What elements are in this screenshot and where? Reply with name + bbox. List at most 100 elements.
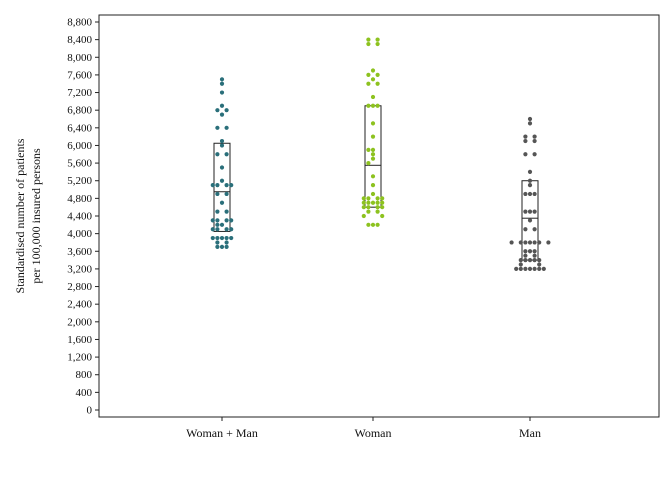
data-point <box>219 222 225 227</box>
data-point <box>215 240 220 245</box>
data-point <box>375 205 380 210</box>
data-point <box>523 257 528 263</box>
data-point <box>224 209 229 214</box>
data-point <box>366 81 371 86</box>
data-point <box>523 152 528 157</box>
data-point <box>229 218 234 223</box>
data-point <box>366 147 371 152</box>
data-point <box>523 266 528 272</box>
y-tick-label: 2,000 <box>67 316 92 328</box>
data-point <box>532 209 537 214</box>
data-point <box>541 266 546 272</box>
y-tick-label: 0 <box>87 405 93 417</box>
data-point <box>224 183 229 188</box>
data-point <box>361 200 366 205</box>
data-point <box>523 191 528 197</box>
data-point <box>375 209 380 214</box>
y-tick-label: 8,800 <box>67 17 92 29</box>
data-point <box>532 138 537 144</box>
data-point <box>370 191 376 197</box>
y-tick-label: 7,600 <box>67 69 92 81</box>
box-layer <box>213 105 539 261</box>
y-tick-label: 800 <box>76 369 93 381</box>
data-point <box>361 196 366 201</box>
data-point <box>518 262 523 267</box>
data-point <box>380 213 385 219</box>
data-point <box>366 41 371 47</box>
data-point <box>215 209 220 214</box>
data-point <box>224 227 229 232</box>
data-point <box>523 209 528 214</box>
y-tick-label: 3,600 <box>67 246 92 258</box>
y-axis-title-line-2: per 100,000 insured persons <box>29 148 43 284</box>
data-point <box>219 143 225 148</box>
data-point <box>215 183 220 188</box>
data-point <box>532 253 537 258</box>
data-point <box>215 152 220 157</box>
data-point <box>219 244 225 249</box>
data-point <box>370 174 376 179</box>
data-point <box>224 152 229 157</box>
y-tick-label: 6,400 <box>67 122 92 134</box>
data-point <box>509 240 514 245</box>
data-point <box>527 121 533 126</box>
data-point <box>224 191 229 197</box>
x-category-label: Woman + Man <box>186 426 258 440</box>
data-point <box>219 165 225 170</box>
data-point <box>370 147 376 152</box>
data-point <box>375 81 380 86</box>
data-point <box>215 235 220 241</box>
data-point <box>523 134 528 139</box>
data-point <box>380 205 385 210</box>
y-tick-label: 4,400 <box>67 211 92 223</box>
y-tick-label: 8,400 <box>67 34 92 46</box>
data-point <box>366 222 371 227</box>
y-tick-label: 3,200 <box>67 263 92 275</box>
data-point <box>537 262 542 267</box>
data-point <box>366 160 371 166</box>
data-point <box>370 77 376 82</box>
data-point <box>527 266 533 272</box>
data-point <box>366 209 371 214</box>
data-point <box>532 240 537 245</box>
data-point <box>219 77 225 82</box>
data-point <box>224 240 229 245</box>
data-point <box>527 191 533 197</box>
data-point <box>366 200 371 205</box>
data-point <box>380 200 385 205</box>
data-point <box>366 72 371 78</box>
data-point <box>210 227 215 232</box>
data-point <box>527 249 533 254</box>
data-point <box>518 266 523 272</box>
y-tick-label: 6,800 <box>67 105 92 117</box>
data-point <box>215 125 220 130</box>
data-point <box>215 227 220 232</box>
data-point <box>215 222 220 227</box>
data-point <box>219 90 225 95</box>
data-point <box>537 266 542 272</box>
data-point <box>370 183 376 188</box>
iqr-box <box>213 142 231 232</box>
data-point <box>532 257 537 263</box>
x-category-label: Man <box>519 426 541 440</box>
data-point <box>215 191 220 197</box>
data-point <box>532 227 537 232</box>
data-point <box>229 227 234 232</box>
data-point <box>370 156 376 161</box>
data-point <box>523 138 528 144</box>
data-point <box>366 37 371 42</box>
data-point <box>210 235 215 241</box>
data-point <box>366 196 371 201</box>
data-point <box>532 266 537 272</box>
data-point <box>224 108 229 113</box>
data-point <box>370 134 376 139</box>
y-tick-label: 2,400 <box>67 299 92 311</box>
data-point <box>532 152 537 157</box>
data-point <box>532 249 537 254</box>
points-layer <box>210 37 551 272</box>
data-point <box>527 218 533 223</box>
y-tick-label: 1,600 <box>67 334 92 346</box>
data-point <box>224 125 229 130</box>
data-point <box>224 218 229 223</box>
